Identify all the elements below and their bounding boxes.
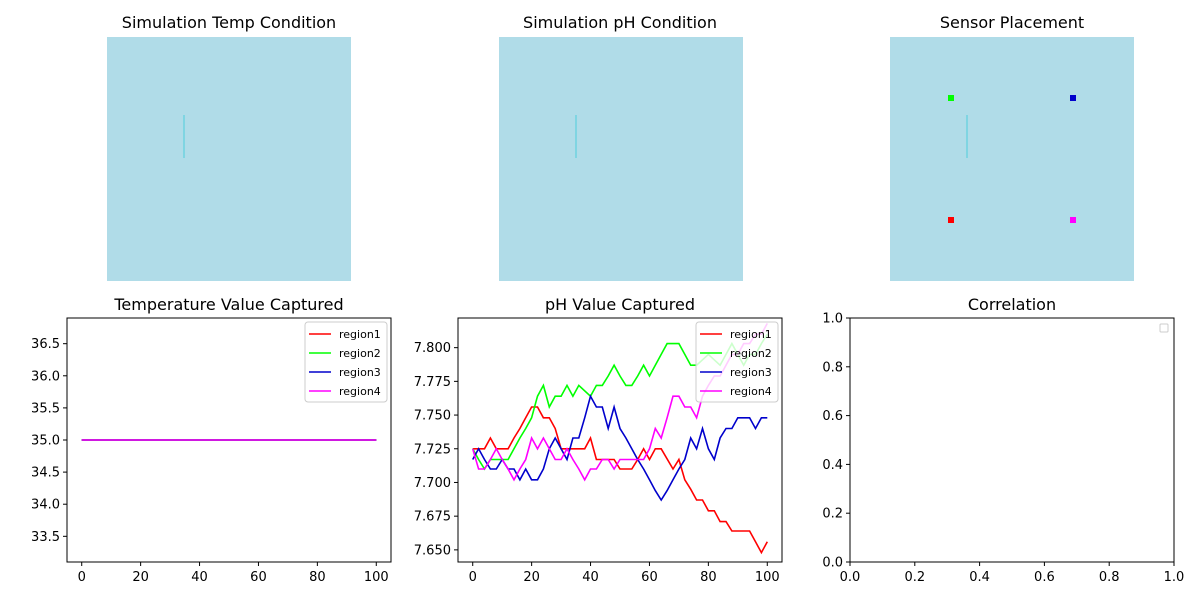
ph-legend-label-region3: region3 (730, 366, 772, 379)
temp-heatmap-title: Simulation Temp Condition (122, 13, 336, 32)
temperature-legend: region1 region2 region3 region4 (304, 321, 388, 403)
correlation-legend-box (1159, 323, 1169, 333)
sensor-point-region1 (948, 217, 954, 223)
temperature-chart-title: Temperature Value Captured (113, 295, 343, 314)
correlation-ytick-label: 0.6 (822, 409, 843, 424)
temperature-ytick-label: 34.5 (31, 466, 60, 481)
temperature-ytick-label: 36.0 (31, 369, 60, 384)
ph-ytick-label: 7.800 (414, 341, 451, 356)
ph-series-region3 (471, 394, 768, 502)
correlation-ytick-label: 0.8 (822, 360, 843, 375)
sensor-placement-field (890, 37, 1134, 281)
temperature-ytick-label: 35.5 (31, 401, 60, 416)
temperature-chart-panel: Temperature Value Captured 0 20 40 60 80 100 3… (31, 295, 392, 585)
ph-xtick-label: 0 (469, 570, 477, 585)
correlation-chart-title: Correlation (968, 295, 1056, 314)
ph-heatmap-title: Simulation pH Condition (523, 13, 717, 32)
temperature-xtick-label: 60 (250, 570, 267, 585)
ph-ytick-label: 7.675 (414, 510, 451, 525)
correlation-chart: 0.0 0.2 0.4 0.6 0.8 1.0 0.0 0.2 0.4 0.6 0.8 1.0 (822, 312, 1184, 586)
sensor-point-region4 (1070, 217, 1076, 223)
temperature-ytick-label: 33.5 (31, 530, 60, 545)
temp-heatmap-panel: Simulation Temp Condition (107, 13, 351, 281)
sensor-point-region3 (1070, 95, 1076, 101)
ph-legend-label-region1: region1 (730, 328, 772, 341)
temperature-legend-label-region4: region4 (339, 385, 381, 398)
ph-ytick-label: 7.775 (414, 375, 451, 390)
ph-chart-title: pH Value Captured (545, 295, 695, 314)
correlation-xtick-label: 0.8 (1099, 570, 1120, 585)
correlation-axes-frame (849, 317, 1175, 563)
temperature-ytick-label: 35.0 (31, 434, 60, 449)
temp-heatmap-field (107, 37, 351, 281)
temperature-ytick-label: 36.5 (31, 337, 60, 352)
sensor-placement-title: Sensor Placement (940, 13, 1084, 32)
ph-heatmap-field (499, 37, 743, 281)
temperature-legend-box (304, 321, 388, 403)
temperature-chart: 0 20 40 60 80 100 33.5 34.0 34.5 35.0 35.5 36.0 36.5… (31, 317, 392, 585)
temperature-xtick-label: 40 (191, 570, 208, 585)
correlation-xtick-label: 0.2 (904, 570, 925, 585)
ph-legend-label-region2: region2 (730, 347, 772, 360)
ph-ytick-label: 7.650 (414, 543, 451, 558)
ph-ytick-label: 7.750 (414, 409, 451, 424)
ph-xtick-label: 80 (700, 570, 717, 585)
temperature-legend-label-region2: region2 (339, 347, 381, 360)
ph-axes-frame (457, 317, 783, 563)
temperature-ytick-label: 34.0 (31, 498, 60, 513)
correlation-ytick-label: 0.0 (822, 556, 843, 571)
sensor-placement-panel: Sensor Placement (890, 13, 1134, 281)
correlation-xtick-label: 0.0 (840, 570, 861, 585)
correlation-xtick-label: 0.6 (1034, 570, 1055, 585)
ph-legend-label-region4: region4 (730, 385, 772, 398)
correlation-xtick-label: 1.0 (1164, 570, 1185, 585)
correlation-chart-panel: Correlation 0.0 0.2 0.4 0.6 0.8 1.00.00.20.40… (822, 295, 1184, 585)
correlation-ytick-label: 0.2 (822, 507, 843, 522)
temperature-legend-label-region1: region1 (339, 328, 381, 341)
ph-ytick-label: 7.725 (414, 442, 451, 457)
temperature-xtick-label: 0 (78, 570, 86, 585)
ph-chart-panel: pH Value Captured 0 20 40 60 80 100 7.650 7.675… (414, 295, 783, 585)
sensor-point-region2 (948, 95, 954, 101)
correlation-xtick-label: 0.4 (969, 570, 990, 585)
ph-legend-box (695, 321, 779, 403)
ph-chart: 0 20 40 60 80 100 7.650 7.675 7.700 7.725 7.750 7.7… (414, 317, 783, 585)
ph-xtick-label: 40 (582, 570, 599, 585)
ph-legend: region1 region2 region3 region4 (695, 321, 779, 403)
ph-xtick-label: 60 (641, 570, 658, 585)
sensor-points (948, 95, 1076, 223)
ph-heatmap-panel: Simulation pH Condition (499, 13, 743, 281)
ph-ytick-label: 7.700 (414, 476, 451, 491)
ph-series-region1 (472, 406, 769, 555)
temperature-legend-label-region3: region3 (339, 366, 381, 379)
correlation-ytick-label: 0.4 (822, 458, 843, 473)
temperature-xtick-label: 20 (132, 570, 149, 585)
ph-xtick-label: 100 (755, 570, 780, 585)
temperature-xtick-label: 80 (309, 570, 326, 585)
temperature-xtick-label: 100 (364, 570, 389, 585)
ph-xtick-label: 20 (523, 570, 540, 585)
correlation-ytick-label: 1.0 (822, 312, 843, 327)
